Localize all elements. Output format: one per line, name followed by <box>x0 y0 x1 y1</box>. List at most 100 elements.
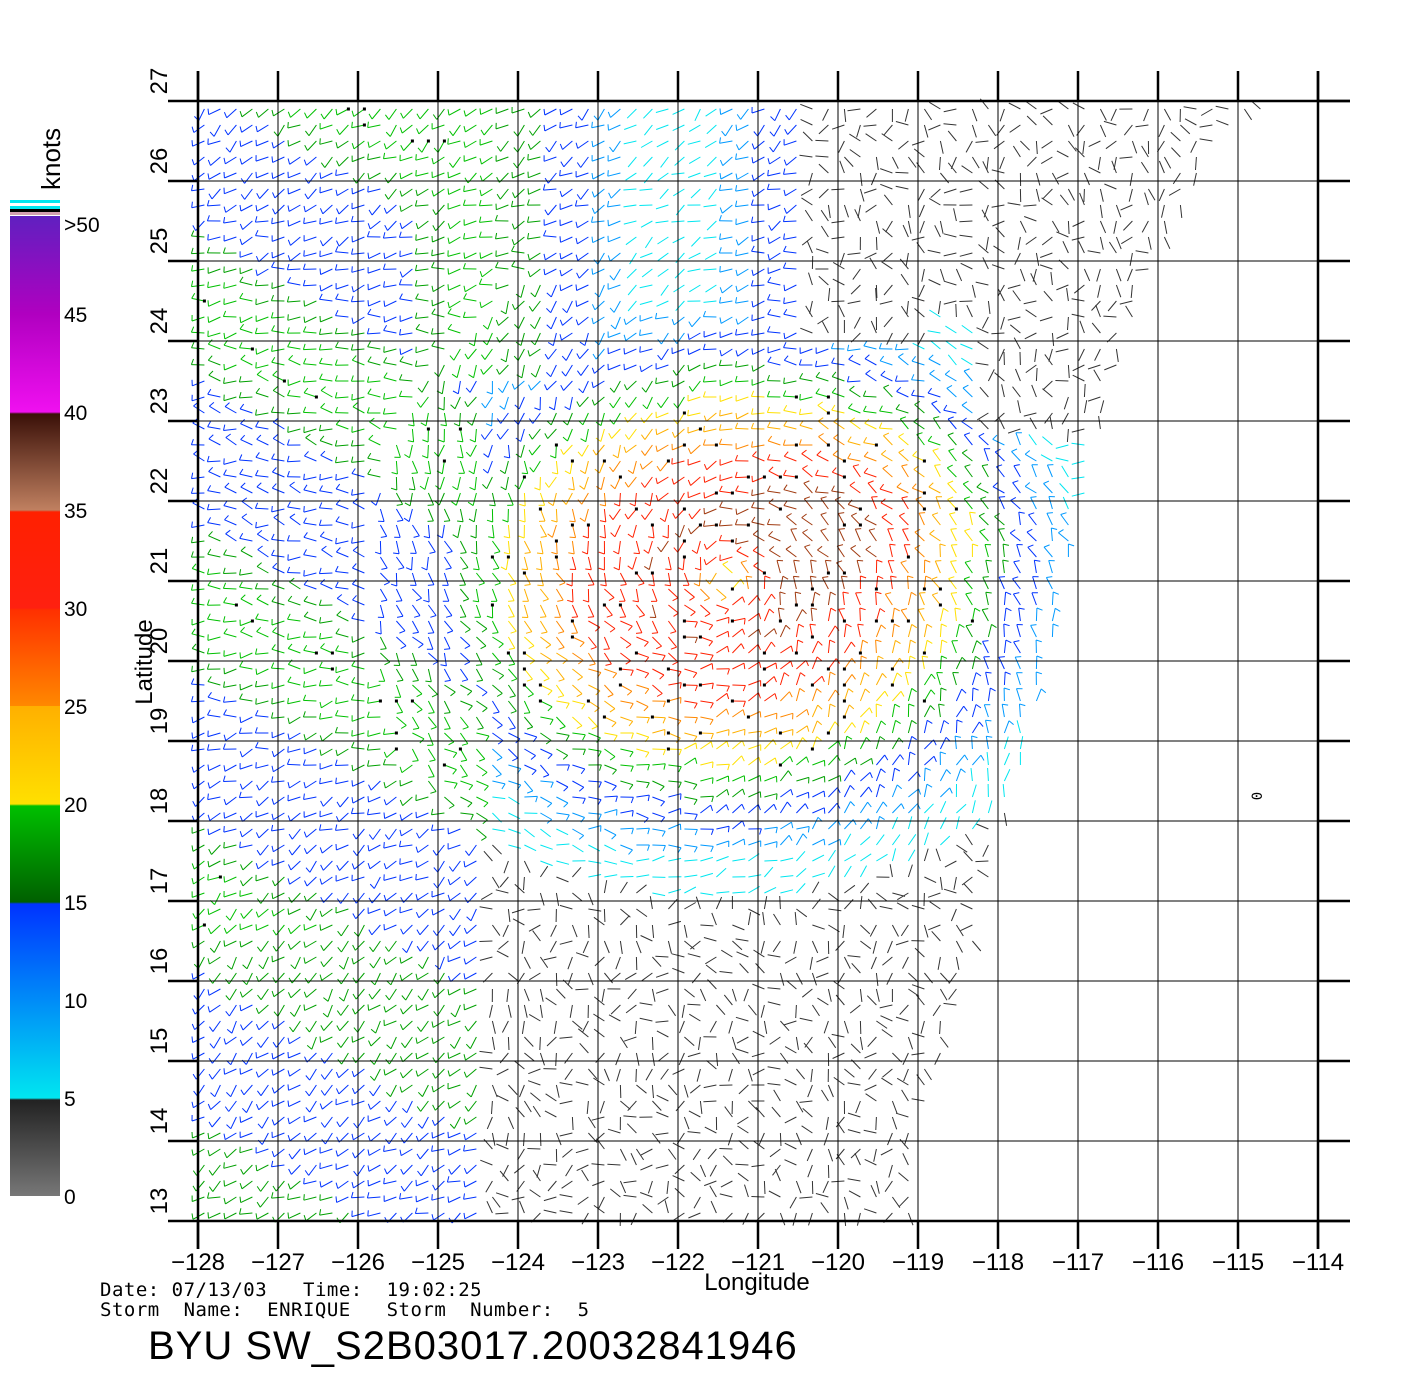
wind-barb-flag <box>351 797 354 804</box>
wind-barb-flag <box>741 803 745 810</box>
wind-barb <box>912 342 925 350</box>
wind-barb <box>732 684 746 686</box>
wind-barb <box>632 524 637 538</box>
wind-barb <box>628 396 637 408</box>
wind-barb-flag <box>708 624 714 631</box>
wind-barb <box>475 588 480 602</box>
wind-barb-flag <box>303 645 308 651</box>
wind-barb-flag <box>302 406 307 413</box>
wind-barb-flag <box>930 689 936 695</box>
wind-barb <box>259 1196 269 1208</box>
wind-barb-flag <box>512 757 518 762</box>
wind-barb-flag <box>978 721 984 727</box>
wind-barb <box>760 1004 765 1018</box>
wind-barb-flag <box>817 417 824 422</box>
wind-barb <box>737 348 749 357</box>
wind-barb <box>575 988 589 991</box>
wind-barb <box>907 816 913 830</box>
wind-barb <box>940 1036 949 1048</box>
wind-barb <box>572 764 585 770</box>
wind-barb <box>508 620 517 632</box>
wind-barb <box>352 502 365 510</box>
wind-barb-flag <box>415 973 418 980</box>
wind-barb-flag <box>303 848 308 854</box>
wind-barb <box>563 380 573 391</box>
wind-barb-flag <box>431 1166 434 1173</box>
wind-barb <box>955 816 960 830</box>
wind-barb <box>851 962 861 974</box>
wind-barb-flag <box>875 591 882 595</box>
wind-barb-flag <box>964 754 969 761</box>
rain-flag-dot <box>330 667 334 671</box>
wind-barb <box>367 748 381 751</box>
wind-barb-flag <box>207 814 211 821</box>
wind-barb-flag <box>630 797 634 804</box>
wind-barb-flag <box>571 616 578 618</box>
wind-barb-flag <box>482 819 488 825</box>
wind-barb <box>492 572 501 584</box>
wind-barb <box>847 380 861 383</box>
wind-barb <box>1078 348 1085 361</box>
wind-barb-flag <box>431 1194 433 1201</box>
wind-barb <box>688 1212 701 1219</box>
wind-barb-flag <box>992 434 998 440</box>
wind-barb-flag <box>482 484 488 490</box>
wind-barb <box>796 850 806 862</box>
wind-barb <box>703 380 717 383</box>
wind-barb-flag <box>946 384 953 389</box>
wind-barb <box>207 460 221 463</box>
wind-barb <box>224 1068 237 1075</box>
wind-barb-flag <box>319 435 325 441</box>
wind-barb-flag <box>367 468 372 475</box>
wind-barb <box>288 648 301 654</box>
wind-barb-flag <box>671 381 674 388</box>
wind-barb <box>652 748 666 750</box>
wind-barb-flag <box>1018 607 1025 610</box>
wind-barb-flag <box>460 759 467 762</box>
wind-barb <box>907 834 917 846</box>
wind-barb <box>454 396 461 410</box>
wind-barb-flag <box>256 1042 262 1048</box>
wind-barb <box>843 1212 847 1226</box>
wind-barb <box>324 1084 333 1096</box>
wind-barb <box>395 700 404 713</box>
wind-barb <box>620 764 634 767</box>
wind-barb-flag <box>1005 639 1012 644</box>
wind-barb-flag <box>611 834 617 840</box>
wind-barb <box>523 988 530 1002</box>
wind-barb <box>379 588 388 601</box>
wind-barb <box>416 1196 429 1203</box>
wind-barb <box>812 924 825 930</box>
wind-barb <box>767 1001 781 1006</box>
wind-barb-flag <box>869 772 873 779</box>
wind-barb <box>1035 607 1038 622</box>
wind-barb <box>242 876 253 887</box>
wind-barb-flag <box>191 782 195 789</box>
wind-barb <box>291 828 301 840</box>
wind-barb-flag <box>399 1086 403 1093</box>
wind-barb-flag <box>382 408 386 415</box>
wind-barb-flag <box>831 387 837 393</box>
wind-barb-flag <box>785 624 791 630</box>
wind-barb-flag <box>630 670 634 677</box>
wind-barb <box>459 668 469 680</box>
wind-barb <box>460 652 471 663</box>
wind-barb <box>1031 592 1037 606</box>
wind-barb-flag <box>370 1028 377 1034</box>
wind-barb-flag <box>509 727 516 730</box>
wind-barb-flag <box>338 964 345 970</box>
wind-barb-flag <box>255 452 260 458</box>
wind-barb-flag <box>647 764 650 771</box>
wind-barb-flag <box>798 623 805 628</box>
wind-barb <box>287 428 301 433</box>
wind-barb <box>948 450 957 462</box>
wind-barb <box>336 424 349 430</box>
wind-barb <box>716 856 729 862</box>
wind-barb-flag <box>528 449 533 456</box>
wind-barb-flag <box>559 726 566 730</box>
wind-barb-flag <box>976 482 982 488</box>
wind-barb-flag <box>482 707 488 713</box>
wind-barb <box>639 348 653 353</box>
wind-barb-flag <box>415 1052 418 1059</box>
wind-barb <box>415 348 429 354</box>
